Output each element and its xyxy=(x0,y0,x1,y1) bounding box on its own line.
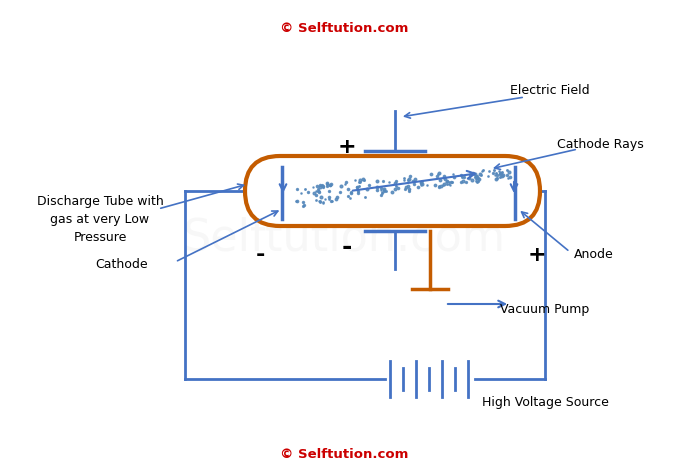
Text: Selftution.com: Selftution.com xyxy=(182,216,506,259)
Text: Electric Field: Electric Field xyxy=(510,83,590,96)
Text: High Voltage Source: High Voltage Source xyxy=(482,396,608,408)
Text: Anode: Anode xyxy=(574,248,614,261)
Text: © Selftution.com: © Selftution.com xyxy=(280,21,408,34)
Text: -: - xyxy=(342,235,352,258)
Text: -: - xyxy=(255,245,265,265)
Text: Cathode Rays: Cathode Rays xyxy=(557,138,643,151)
Text: Vacuum Pump: Vacuum Pump xyxy=(500,303,590,316)
FancyBboxPatch shape xyxy=(245,157,540,227)
Text: © Selftution.com: © Selftution.com xyxy=(280,447,408,461)
Text: +: + xyxy=(338,137,356,157)
Text: Cathode: Cathode xyxy=(96,258,149,271)
Text: Discharge Tube with
gas at very Low
Pressure: Discharge Tube with gas at very Low Pres… xyxy=(36,195,163,244)
Text: +: + xyxy=(528,245,546,265)
